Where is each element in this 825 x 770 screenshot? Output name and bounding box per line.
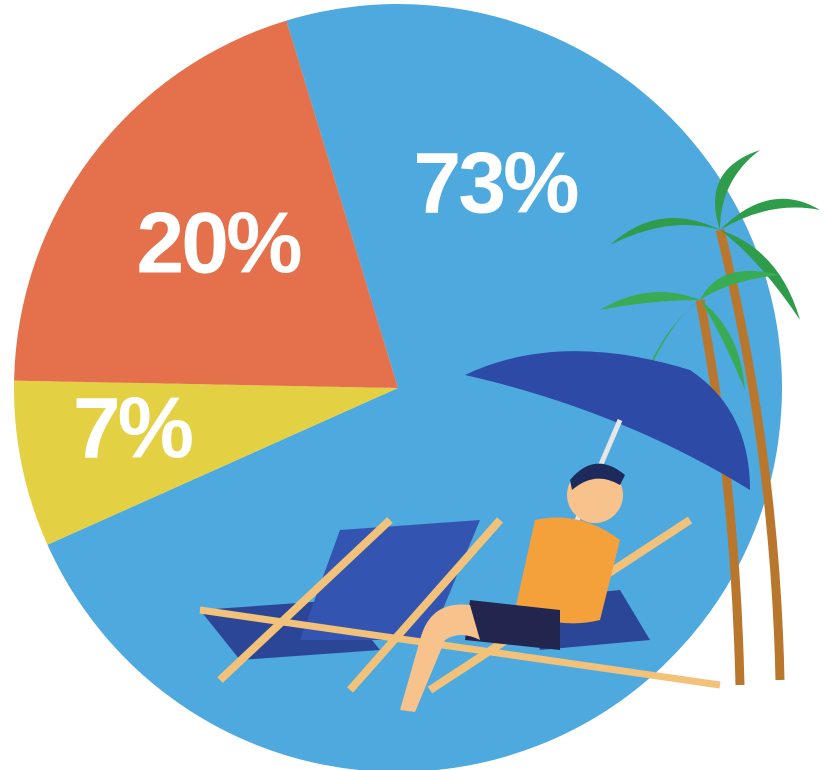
chair-frame: [199, 606, 721, 689]
slice-label: 20%: [136, 196, 301, 292]
palm-trunk: [695, 299, 745, 686]
person-shorts: [465, 600, 560, 650]
pie-slice: [14, 20, 398, 388]
person-leg: [400, 604, 480, 712]
chair-frame: [347, 517, 503, 693]
person-shirt: [515, 517, 620, 624]
pie-slice: [13, 380, 398, 545]
umbrella: [465, 351, 750, 490]
chair-frame: [217, 517, 393, 683]
palm-leaves: [600, 270, 780, 390]
slice-label: 73%: [413, 136, 578, 232]
illustration: [199, 150, 820, 712]
person-hair: [570, 463, 625, 490]
labels: 73% 7% 20%: [73, 136, 581, 477]
slice-label: 7%: [73, 381, 193, 477]
chair: [300, 520, 480, 640]
palm-trunk: [715, 228, 785, 681]
